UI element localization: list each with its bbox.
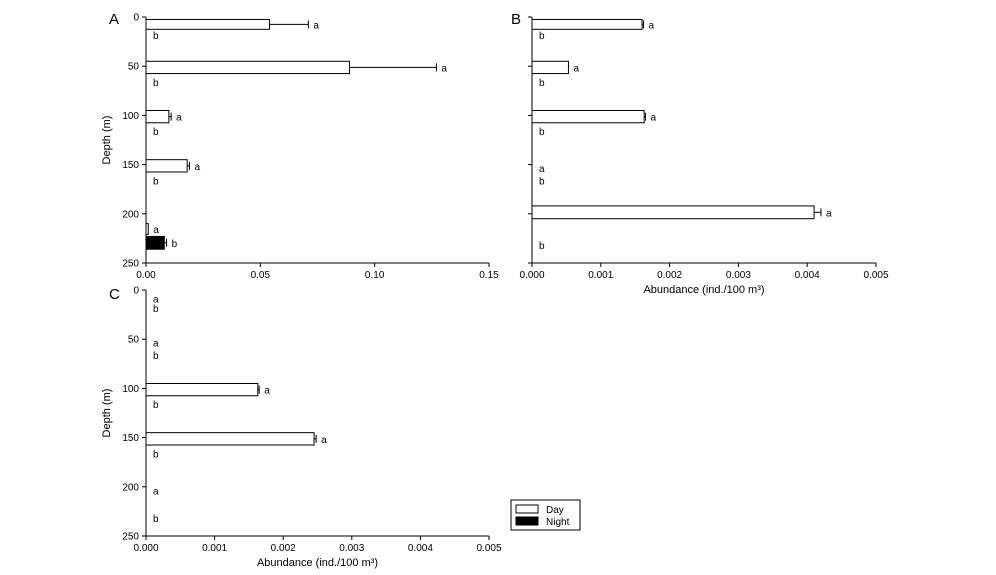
y-tick-label: 50 <box>128 62 140 73</box>
significance-label: b <box>153 351 159 362</box>
x-axis-label: Abundance (ind./100 m³) <box>643 284 764 296</box>
bar-night <box>145 235 165 250</box>
significance-label: a <box>153 339 159 350</box>
significance-label: a <box>321 435 327 446</box>
significance-label: b <box>153 514 159 525</box>
significance-label: b <box>153 127 159 138</box>
significance-label: a <box>539 164 545 175</box>
x-tick-label: 0.003 <box>726 270 751 281</box>
significance-label: a <box>153 294 159 305</box>
y-tick-label: 0 <box>133 13 139 24</box>
significance-label: b <box>539 176 545 187</box>
x-tick-label: 0.005 <box>476 543 501 554</box>
significance-label: b <box>153 400 159 411</box>
legend-swatch-night <box>515 516 539 526</box>
significance-label: a <box>573 63 579 74</box>
x-tick-label: 0.000 <box>519 270 544 281</box>
significance-label: a <box>153 487 159 498</box>
bar-day <box>531 18 643 30</box>
y-tick-label: 150 <box>122 433 139 444</box>
x-tick-label: 0.001 <box>588 270 613 281</box>
legend-label-day: Day <box>546 505 564 516</box>
significance-label: a <box>264 386 270 397</box>
bar-day <box>145 60 351 75</box>
x-axis-label: Abundance (ind./100 m³) <box>257 557 378 569</box>
panel-label: B <box>511 11 521 28</box>
y-tick-label: 100 <box>122 384 139 395</box>
significance-label: a <box>176 113 182 124</box>
y-tick-label: 0 <box>133 286 139 297</box>
significance-label: b <box>153 449 159 460</box>
significance-label: b <box>153 31 159 42</box>
bar-day <box>145 382 259 397</box>
y-axis-label: Depth (m) <box>101 389 113 438</box>
x-tick-label: 0.001 <box>202 543 227 554</box>
significance-label: b <box>539 31 545 42</box>
bar-day <box>145 18 270 30</box>
significance-label: b <box>153 176 159 187</box>
significance-label: a <box>153 225 159 236</box>
y-tick-label: 150 <box>122 160 139 171</box>
significance-label: a <box>441 63 447 74</box>
significance-label: a <box>651 113 657 124</box>
panel-label: C <box>109 286 120 303</box>
significance-label: b <box>172 239 178 250</box>
bar-day <box>145 109 170 124</box>
x-tick-label: 0.15 <box>479 270 499 281</box>
x-tick-label: 0.10 <box>365 270 385 281</box>
y-tick-label: 200 <box>122 482 139 493</box>
significance-label: a <box>648 20 654 31</box>
x-tick-label: 0.00 <box>136 270 156 281</box>
x-tick-label: 0.002 <box>271 543 296 554</box>
legend-swatch-day <box>515 504 539 514</box>
bar-day <box>531 109 645 124</box>
y-tick-label: 100 <box>122 111 139 122</box>
x-tick-label: 0.003 <box>339 543 364 554</box>
x-tick-label: 0.004 <box>795 270 820 281</box>
significance-label: a <box>194 162 200 173</box>
significance-label: b <box>539 241 545 252</box>
x-tick-label: 0.002 <box>657 270 682 281</box>
x-tick-label: 0.05 <box>251 270 271 281</box>
significance-label: a <box>826 208 832 219</box>
y-axis-label: Depth (m) <box>101 116 113 165</box>
bar-day <box>145 432 315 446</box>
y-tick-label: 250 <box>122 532 139 543</box>
panel-label: A <box>109 11 119 28</box>
legend-label-night: Night <box>546 517 570 528</box>
y-tick-label: 250 <box>122 259 139 270</box>
significance-label: b <box>539 127 545 138</box>
x-tick-label: 0.004 <box>408 543 433 554</box>
bar-day <box>531 60 569 75</box>
significance-label: b <box>153 304 159 315</box>
y-tick-label: 50 <box>128 335 140 346</box>
significance-label: b <box>153 78 159 89</box>
bar-day <box>531 205 815 220</box>
bar-day <box>145 159 188 173</box>
y-tick-label: 200 <box>122 209 139 220</box>
x-tick-label: 0.005 <box>863 270 888 281</box>
x-tick-label: 0.000 <box>133 543 158 554</box>
significance-label: b <box>539 78 545 89</box>
significance-label: a <box>313 20 319 31</box>
